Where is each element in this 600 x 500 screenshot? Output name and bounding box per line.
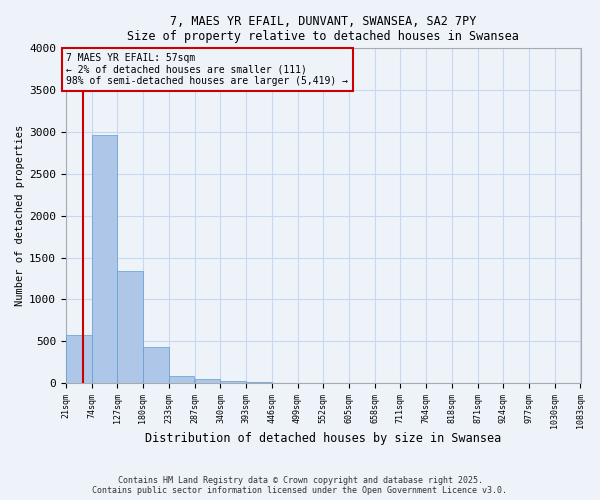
Bar [246,382,272,383]
X-axis label: Distribution of detached houses by size in Swansea: Distribution of detached houses by size … [145,432,502,445]
Bar [117,271,143,383]
Bar [195,378,220,383]
Title: 7, MAES YR EFAIL, DUNVANT, SWANSEA, SA2 7PY
Size of property relative to detache: 7, MAES YR EFAIL, DUNVANT, SWANSEA, SA2 … [127,15,519,43]
Text: Contains HM Land Registry data © Crown copyright and database right 2025.
Contai: Contains HM Land Registry data © Crown c… [92,476,508,495]
Bar [169,376,194,383]
Bar [66,336,92,383]
Text: 7 MAES YR EFAIL: 57sqm
← 2% of detached houses are smaller (111)
98% of semi-det: 7 MAES YR EFAIL: 57sqm ← 2% of detached … [67,52,349,86]
Bar [143,347,169,383]
Bar [220,381,246,383]
Bar [92,134,117,383]
Y-axis label: Number of detached properties: Number of detached properties [15,125,25,306]
